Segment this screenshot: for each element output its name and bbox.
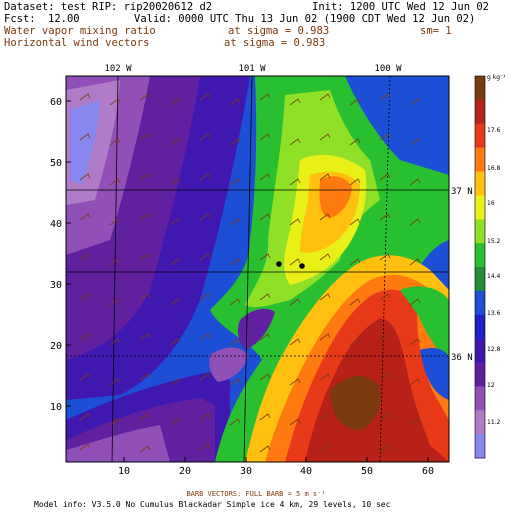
colorbar-tick: 12 <box>487 382 495 389</box>
x-tick-label: 60 <box>422 466 434 477</box>
field1-name: Water vapor mixing ratio <box>4 25 156 37</box>
colorbar-tick: 12.8 <box>487 346 501 353</box>
colorbar-swatch <box>475 123 485 149</box>
y-tick-label: 60 <box>50 97 62 108</box>
bottom-axis-labels: 10 20 30 40 50 60 <box>118 466 434 477</box>
colorbar-tick: 11.2 <box>487 419 501 426</box>
colorbar-swatch <box>475 290 485 316</box>
x-tick-label: 40 <box>300 466 312 477</box>
y-tick-label: 20 <box>50 341 62 352</box>
station-dots <box>276 261 305 269</box>
colorbar-swatch <box>475 362 485 387</box>
lat-label: 36 N <box>451 353 473 363</box>
left-axis-labels: 60 50 40 30 20 10 <box>50 97 62 413</box>
moisture-field <box>66 76 449 462</box>
field1-level: at sigma = 0.983 <box>228 25 330 37</box>
colorbar-tick: 14.4 <box>487 273 501 280</box>
colorbar-labels: g kg⁻¹ 17.6 16.8 16 15.2 14.4 13.6 12.8 … <box>487 74 506 426</box>
colorbar-swatch <box>475 99 485 125</box>
colorbar-swatch <box>475 410 485 435</box>
colorbar-tick: 17.6 <box>487 127 501 134</box>
colorbar-swatch <box>475 243 485 268</box>
field2-level: at sigma = 0.983 <box>224 37 326 49</box>
colorbar-swatch <box>475 338 485 363</box>
fcst-label: Fcst: <box>4 13 36 25</box>
lat-labels: 37 N 36 N <box>451 187 473 363</box>
wind-barbs <box>79 93 421 453</box>
lon-labels: 102 W 101 W 100 W <box>104 64 402 74</box>
dataset-label: Dataset: test <box>4 1 87 13</box>
colorbar-swatch <box>475 171 485 196</box>
x-tick-label: 20 <box>179 466 191 477</box>
colorbar-swatch <box>475 314 485 340</box>
field2-name: Horizontal wind vectors <box>4 37 150 49</box>
lon-label: 102 W <box>104 64 132 74</box>
colorbar-tick: 13.6 <box>487 310 501 317</box>
colorbar-swatch <box>475 76 485 101</box>
rip-label: RIP: rip20020612 d2 <box>92 1 213 13</box>
colorbar-swatch <box>475 219 485 244</box>
axis-ticks <box>66 100 429 462</box>
colorbar-tick: 15.2 <box>487 238 501 245</box>
y-tick-label: 50 <box>50 158 62 169</box>
colorbar-swatch <box>475 386 485 411</box>
colorbar-swatch <box>475 195 485 220</box>
colorbar-swatch <box>475 147 485 172</box>
model-info: Model info: V3.5.0 No Cumulus Blackadar … <box>34 500 391 509</box>
colorbar-unit: g kg⁻¹ <box>487 74 506 81</box>
x-tick-label: 10 <box>118 466 130 477</box>
colorbar-swatch <box>475 434 485 459</box>
lon-label: 100 W <box>374 64 402 74</box>
barb-legend: BARB VECTORS: FULL BARB = 5 m s⁻¹ <box>186 490 325 498</box>
y-tick-label: 40 <box>50 219 62 230</box>
station-dot <box>299 263 305 269</box>
fcst-value: 12.00 <box>48 13 80 25</box>
lat-label: 37 N <box>451 187 473 197</box>
colorbar <box>474 75 486 459</box>
y-tick-label: 10 <box>50 402 62 413</box>
colorbar-frame <box>474 75 486 459</box>
colorbar-swatch <box>475 267 485 292</box>
colorbar-tick: 16.8 <box>487 165 501 172</box>
valid-label: Valid: 0000 UTC Thu 13 Jun 02 (1900 CDT … <box>134 13 476 25</box>
y-tick-label: 30 <box>50 280 62 291</box>
field1-smooth: sm= 1 <box>420 25 452 37</box>
map-frame <box>65 75 450 463</box>
init-label: Init: 1200 UTC Wed 12 Jun 02 <box>312 1 490 13</box>
x-tick-label: 50 <box>361 466 373 477</box>
grid-lines <box>66 75 449 463</box>
colorbar-tick: 16 <box>487 200 495 207</box>
x-tick-label: 30 <box>240 466 252 477</box>
station-dot <box>276 261 282 267</box>
lon-label: 101 W <box>238 64 266 74</box>
